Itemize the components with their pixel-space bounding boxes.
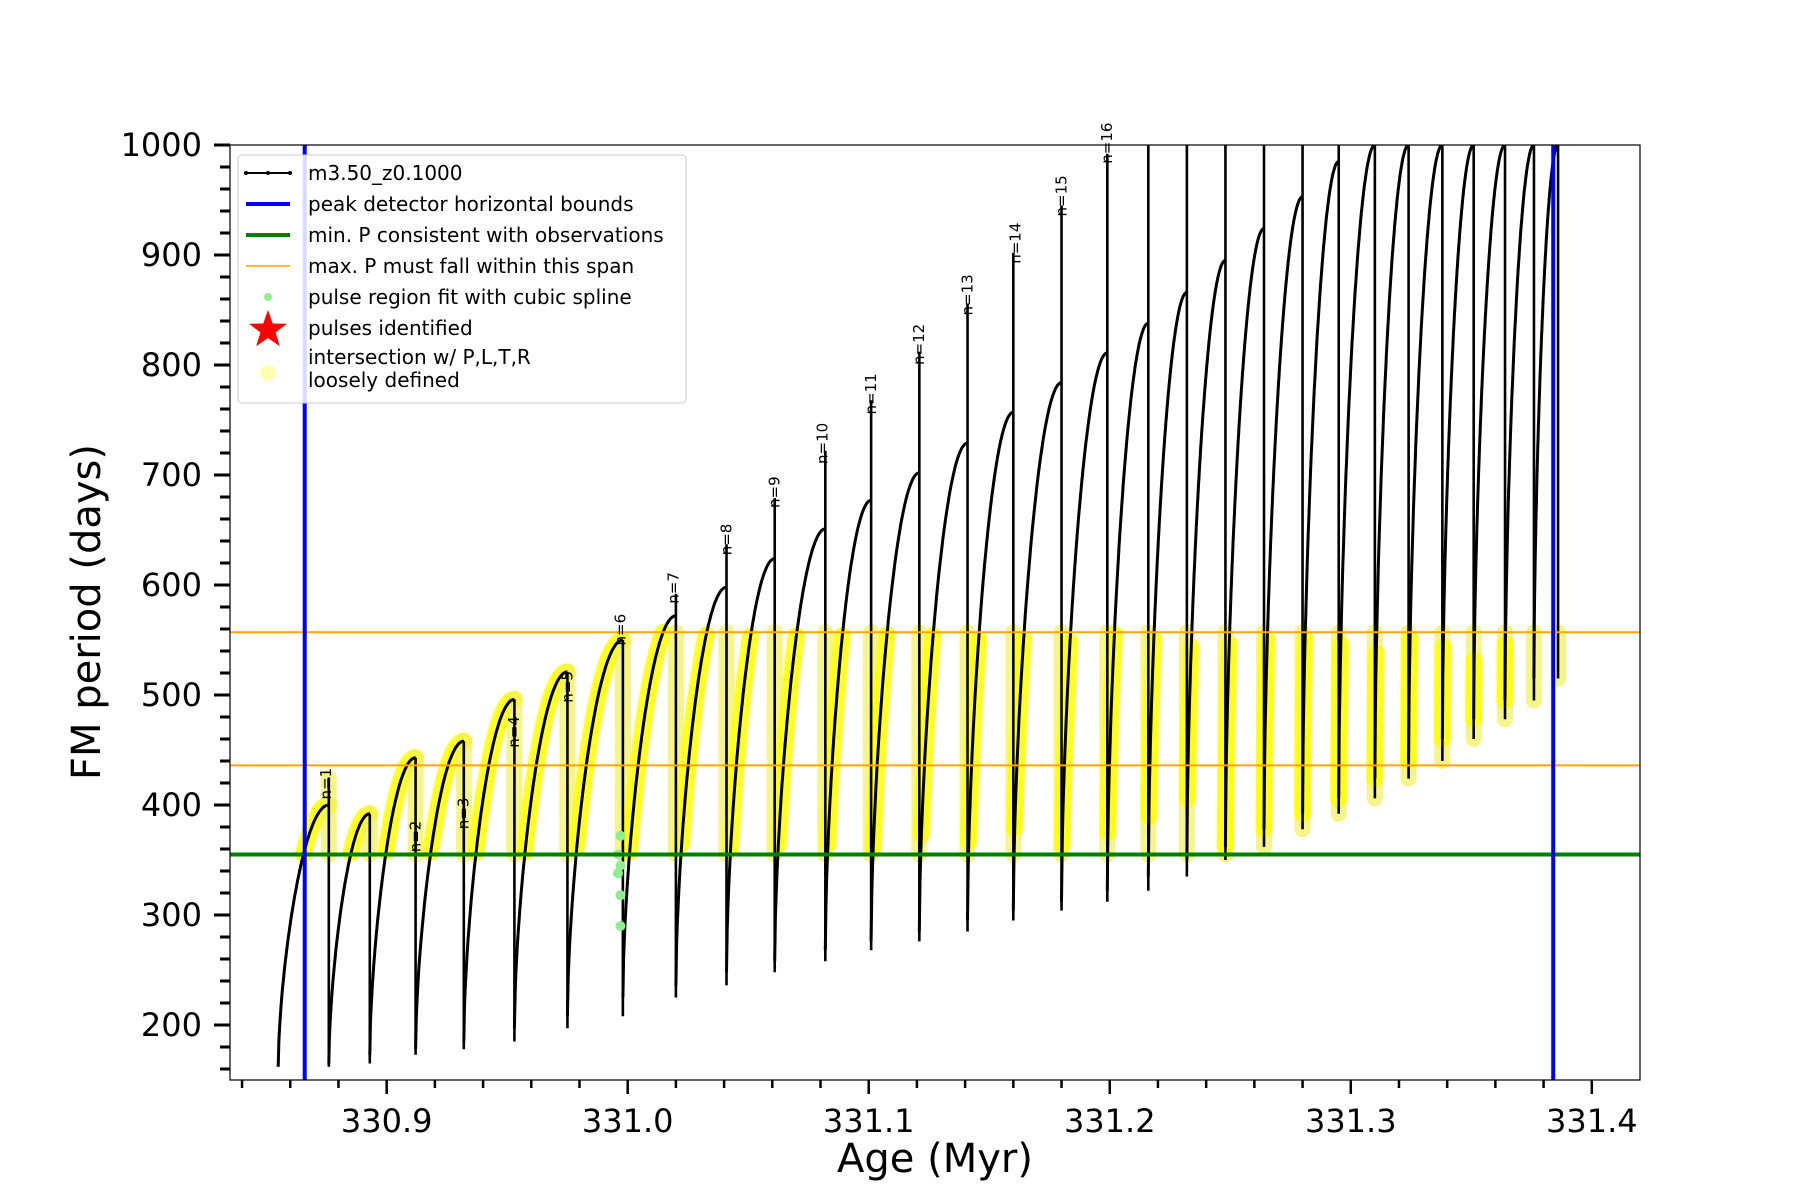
pulse-curve-25 (1373, 145, 1410, 779)
pulse-curve-2 (327, 812, 370, 1064)
x-tick-label: 331.3 (1305, 1102, 1397, 1140)
period-curve (276, 145, 1560, 1067)
pulse-label-n=14: n=14 (1007, 223, 1025, 264)
x-tick-label: 331.4 (1546, 1102, 1638, 1140)
pulse-label-n=4: n=4 (505, 716, 523, 748)
pulse-curve-22 (1262, 195, 1303, 830)
legend-swatch-dot (244, 171, 248, 175)
legend-box (237, 154, 687, 404)
pulse-label-n=1: n=1 (317, 768, 335, 800)
spline-point-6 (615, 830, 626, 841)
legend-swatch-dot (266, 171, 270, 175)
pulse-label-n=12: n=12 (910, 324, 928, 365)
legend-label-line: min. P consistent with observations (308, 223, 664, 247)
legend-swatch-dot (264, 293, 272, 301)
legend-star-icon (249, 310, 287, 347)
pulse-curve-12 (823, 498, 872, 951)
pulse-label-n=3: n=3 (455, 798, 473, 830)
y-tick-label: 300 (141, 896, 202, 934)
axes: 330.9 331.0 331.1 331.2 331.3 331.4 200 300 400 5… (121, 126, 1638, 1140)
pulse-curve-21 (1223, 227, 1265, 847)
legend-label: intersection w/ P,L,T,R loosely defined (308, 345, 531, 392)
pulse-curve-3 (368, 756, 416, 1055)
x-tick-label: 331.2 (1064, 1102, 1156, 1140)
legend-label: pulse region fit with cubic spline (308, 285, 632, 309)
legend-label-line: peak detector horizontal bounds (308, 192, 634, 216)
y-tick-label: 700 (141, 456, 202, 494)
y-tick-label: 1000 (121, 126, 202, 164)
x-tick-label: 330.9 (341, 1102, 433, 1140)
pulse-curve-24 (1337, 145, 1376, 799)
y-tick-label: 800 (141, 346, 202, 384)
y-tick-label: 500 (141, 676, 202, 714)
legend-label: min. P consistent with observations (308, 223, 664, 247)
pulse-curve-11 (773, 527, 826, 962)
pulse-curve-19 (1146, 290, 1188, 877)
pulse-curve-10 (725, 557, 775, 973)
pulse-label-n=15: n=15 (1052, 175, 1070, 216)
legend-label: m3.50_z0.1000 (308, 161, 463, 185)
pulse-label-n=9: n=9 (766, 476, 784, 508)
pulse-curve-27 (1440, 145, 1475, 740)
legend-label-line: pulses identified (308, 316, 473, 340)
pulse-curve-5 (462, 697, 515, 1042)
y-tick-label: 400 (141, 786, 202, 824)
pulse-label-n=11: n=11 (862, 373, 880, 414)
pulse-label-n=5: n=5 (558, 671, 576, 703)
spline-point-4 (615, 860, 626, 871)
plot-frame (229, 144, 1641, 1081)
spline-point-1 (615, 921, 626, 931)
legend-label-line: max. P must fall within this span (308, 254, 634, 278)
pulse-curve-8 (621, 614, 677, 998)
x-tick-label: 331.0 (582, 1102, 674, 1140)
pulse-curve-23 (1301, 160, 1339, 814)
legend-swatch-dot (288, 171, 292, 175)
y-tick-label: 200 (141, 1006, 202, 1044)
legend-label-line: m3.50_z0.1000 (308, 161, 463, 185)
x-tick-label: 331.1 (823, 1102, 915, 1140)
legend-swatch-circle (260, 365, 276, 381)
y-tick-label: 600 (141, 566, 202, 604)
legend-label: peak detector horizontal bounds (308, 192, 634, 216)
pulse-curve-14 (917, 441, 968, 932)
pulse-label-n=7: n=7 (664, 572, 682, 604)
pulse-label-n=6: n=6 (611, 614, 629, 646)
pulse-label-n=10: n=10 (814, 423, 832, 464)
pulse-label-n=2: n=2 (406, 821, 424, 853)
reference-lines (230, 145, 1640, 1080)
loosely-defined-arc-8 (621, 624, 672, 861)
spline-point-2 (615, 890, 626, 901)
pulse-curve-16 (1011, 381, 1062, 911)
legend-label-line: pulse region fit with cubic spline (308, 285, 632, 309)
x-axis-label: Age (Myr) (837, 1136, 1033, 1182)
pulse-curve-6 (512, 670, 568, 1029)
pulse-labels: n=1 n=2 n=3 n=4 n=5 n=6 n=7 n=8 n=9 n=10 n=11 n=12 n… (317, 123, 1116, 853)
pulse-curve-18 (1105, 321, 1149, 891)
legend-label: pulses identified (308, 316, 473, 340)
y-tick-label: 900 (141, 236, 202, 274)
pulse-label-n=8: n=8 (717, 524, 735, 556)
pulse-curve-15 (966, 410, 1014, 921)
legend-label-line: loosely defined (308, 368, 460, 392)
pulse-curve-9 (674, 585, 727, 986)
spline-point-3 (613, 868, 624, 879)
pulse-curve-4 (414, 739, 464, 1050)
legend-label-line: intersection w/ P,L,T,R (308, 345, 531, 369)
legend-label: max. P must fall within this span (308, 254, 634, 278)
pulse-curve-29 (1503, 145, 1535, 701)
pulse-curve-26 (1407, 145, 1443, 762)
pulse-label-n=13: n=13 (958, 274, 976, 315)
pulse-curve-28 (1472, 145, 1506, 720)
y-axis-label: FM period (days) (64, 444, 110, 780)
pulse-label-n=16: n=16 (1098, 123, 1116, 164)
pulse-curve-20 (1185, 259, 1226, 861)
pulse-curve-7 (565, 638, 624, 1017)
pulse-curve-13 (869, 471, 920, 942)
pulse-curve-17 (1060, 351, 1108, 902)
